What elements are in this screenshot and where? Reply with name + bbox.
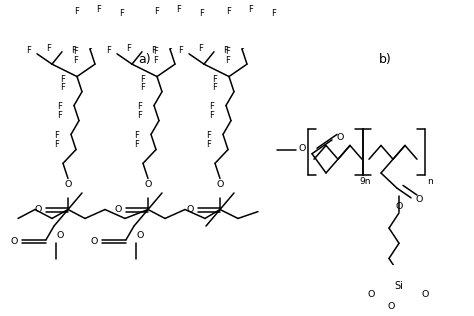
Text: F: F	[226, 47, 230, 56]
Text: O: O	[387, 302, 395, 311]
Text: F: F	[27, 46, 31, 55]
Text: O: O	[298, 144, 306, 153]
Text: F: F	[212, 83, 218, 92]
Text: F: F	[55, 140, 59, 149]
Text: F: F	[212, 75, 218, 84]
Text: F: F	[226, 56, 230, 64]
Text: F: F	[248, 4, 254, 14]
Text: F: F	[74, 7, 80, 15]
Text: F: F	[55, 131, 59, 140]
Text: O: O	[367, 290, 374, 299]
Text: b): b)	[379, 53, 392, 66]
Text: O: O	[137, 231, 144, 240]
Text: F: F	[199, 44, 203, 53]
Text: n: n	[427, 178, 433, 186]
Text: O: O	[186, 205, 194, 214]
Text: F: F	[141, 75, 146, 84]
Text: F: F	[73, 47, 78, 56]
Text: F: F	[176, 4, 182, 14]
Text: F: F	[73, 56, 78, 64]
Text: O: O	[56, 231, 64, 240]
Text: F: F	[152, 46, 156, 55]
Text: F: F	[135, 140, 139, 149]
Text: O: O	[64, 179, 72, 189]
Text: F: F	[210, 111, 214, 120]
Text: O: O	[144, 179, 152, 189]
Text: 9n: 9n	[359, 178, 371, 186]
Text: O: O	[216, 179, 224, 189]
Text: F: F	[72, 46, 76, 55]
Text: O: O	[421, 290, 428, 299]
Text: F: F	[227, 7, 231, 15]
Text: F: F	[155, 7, 159, 15]
Text: F: F	[127, 44, 131, 53]
Text: F: F	[207, 131, 211, 140]
Text: F: F	[210, 102, 214, 111]
Text: O: O	[395, 202, 403, 210]
Text: F: F	[135, 131, 139, 140]
Text: O: O	[10, 237, 18, 246]
Text: F: F	[61, 83, 65, 92]
Text: F: F	[141, 83, 146, 92]
Text: F: F	[224, 46, 228, 55]
Text: F: F	[107, 46, 111, 55]
Text: a): a)	[139, 53, 151, 66]
Text: F: F	[200, 9, 204, 18]
Text: F: F	[272, 9, 276, 18]
Text: F: F	[179, 46, 183, 55]
Text: O: O	[34, 205, 42, 214]
Text: F: F	[119, 9, 125, 18]
Text: F: F	[61, 75, 65, 84]
Text: Si: Si	[394, 281, 403, 291]
Text: F: F	[154, 56, 158, 64]
Text: O: O	[114, 205, 122, 214]
Text: O: O	[337, 133, 344, 142]
Text: F: F	[97, 4, 101, 14]
Text: O: O	[415, 195, 423, 204]
Text: O: O	[91, 237, 98, 246]
Text: F: F	[137, 102, 143, 111]
Text: F: F	[154, 47, 158, 56]
Text: F: F	[57, 102, 63, 111]
Text: F: F	[57, 111, 63, 120]
Text: F: F	[137, 111, 143, 120]
Text: F: F	[207, 140, 211, 149]
Text: F: F	[46, 44, 52, 53]
